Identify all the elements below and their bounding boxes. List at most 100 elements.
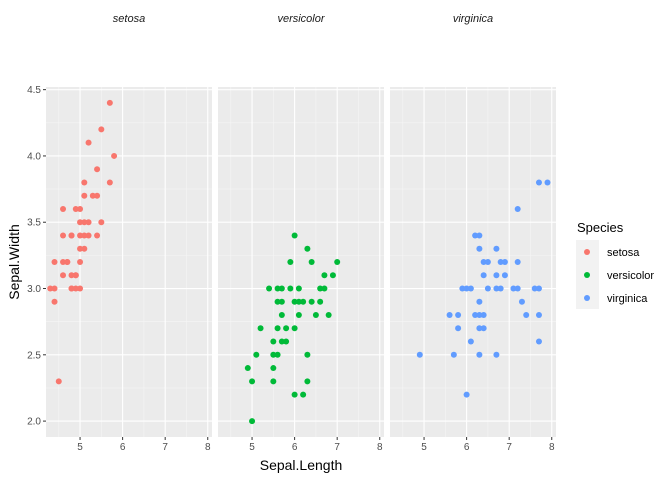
facet-strip-label: virginica	[453, 13, 493, 25]
data-point-virginica	[476, 232, 483, 239]
data-point-versicolor	[300, 298, 307, 305]
facet-strip-label: versicolor	[277, 13, 325, 25]
data-point-virginica	[446, 312, 453, 319]
data-point-setosa	[72, 205, 79, 212]
data-point-versicolor	[287, 259, 294, 265]
data-point-versicolor	[266, 285, 273, 292]
data-point-setosa	[81, 232, 88, 239]
data-point-versicolor	[249, 378, 256, 385]
data-point-virginica	[455, 325, 462, 332]
data-point-versicolor	[270, 378, 277, 385]
data-point-versicolor	[308, 259, 315, 265]
data-point-versicolor	[295, 285, 302, 292]
x-tick-label: 8	[377, 442, 383, 453]
data-point-versicolor	[278, 285, 285, 292]
data-point-versicolor	[321, 285, 328, 292]
data-point-virginica	[484, 285, 491, 292]
data-point-virginica	[463, 285, 470, 292]
data-point-virginica	[476, 351, 483, 358]
data-point-setosa	[47, 285, 54, 292]
data-point-virginica	[476, 325, 483, 332]
x-tick-label: 8	[205, 442, 211, 453]
data-point-versicolor	[244, 365, 251, 372]
data-point-versicolor	[270, 338, 277, 345]
data-point-virginica	[523, 312, 530, 319]
data-point-virginica	[493, 285, 500, 292]
data-point-versicolor	[291, 391, 298, 398]
data-point-versicolor	[304, 245, 311, 252]
data-point-versicolor	[312, 312, 319, 319]
data-point-virginica	[535, 179, 542, 186]
data-point-virginica	[514, 259, 521, 265]
data-point-setosa	[68, 285, 75, 292]
data-point-virginica	[480, 272, 487, 279]
data-point-setosa	[64, 259, 71, 265]
x-tick-label: 7	[506, 442, 512, 453]
legend-title: Species	[577, 220, 624, 235]
data-point-versicolor	[278, 338, 285, 345]
x-axis-title: Sepal.Length	[260, 457, 343, 473]
data-point-virginica	[450, 351, 457, 358]
data-point-versicolor	[274, 285, 281, 292]
data-point-virginica	[544, 179, 551, 186]
data-point-versicolor	[308, 298, 315, 305]
data-point-virginica	[535, 285, 542, 292]
data-point-virginica	[472, 312, 479, 319]
data-point-setosa	[72, 272, 79, 279]
data-point-virginica	[501, 259, 508, 265]
data-point-versicolor	[329, 272, 336, 279]
data-point-virginica	[510, 285, 517, 292]
data-point-setosa	[60, 272, 67, 279]
data-point-versicolor	[325, 312, 332, 319]
data-point-setosa	[77, 219, 84, 226]
x-tick-label: 5	[249, 442, 255, 453]
data-point-virginica	[455, 312, 462, 319]
data-point-versicolor	[253, 351, 260, 358]
data-point-setosa	[85, 219, 92, 226]
data-point-setosa	[60, 205, 67, 212]
data-point-virginica	[480, 325, 487, 332]
data-point-setosa	[55, 378, 62, 385]
data-point-setosa	[85, 232, 92, 239]
legend-key-setosa	[584, 249, 590, 255]
data-point-virginica	[501, 272, 508, 279]
panel-background	[218, 87, 384, 437]
data-point-setosa	[60, 259, 67, 265]
data-point-virginica	[493, 351, 500, 358]
data-point-setosa	[85, 139, 92, 146]
data-point-versicolor	[334, 259, 341, 265]
legend-label: versicolor	[607, 270, 654, 282]
data-point-versicolor	[249, 418, 256, 425]
data-point-setosa	[106, 99, 113, 106]
data-point-setosa	[77, 285, 84, 292]
data-point-setosa	[72, 285, 79, 292]
data-point-virginica	[480, 312, 487, 319]
y-tick-label: 4.0	[27, 151, 41, 162]
data-point-versicolor	[274, 298, 281, 305]
legend-label: virginica	[607, 293, 648, 305]
data-point-virginica	[480, 259, 487, 265]
legend-label: setosa	[607, 247, 640, 259]
data-point-virginica	[459, 285, 466, 292]
y-tick-label: 4.5	[27, 85, 41, 96]
data-point-versicolor	[317, 298, 324, 305]
panel-background	[46, 87, 212, 437]
data-point-versicolor	[274, 351, 281, 358]
data-point-setosa	[77, 245, 84, 252]
data-point-virginica	[514, 205, 521, 212]
data-point-setosa	[68, 272, 75, 279]
x-tick-label: 6	[120, 442, 126, 453]
data-point-virginica	[497, 285, 504, 292]
y-tick-label: 2.0	[27, 417, 41, 428]
data-point-setosa	[60, 232, 67, 239]
data-point-versicolor	[321, 272, 328, 279]
data-point-versicolor	[304, 378, 311, 385]
legend-key-versicolor	[584, 272, 590, 278]
x-tick-label: 5	[77, 442, 83, 453]
data-point-versicolor	[270, 351, 277, 358]
data-point-versicolor	[291, 232, 298, 239]
data-point-setosa	[111, 152, 118, 159]
data-point-versicolor	[291, 298, 298, 305]
data-point-virginica	[467, 285, 474, 292]
